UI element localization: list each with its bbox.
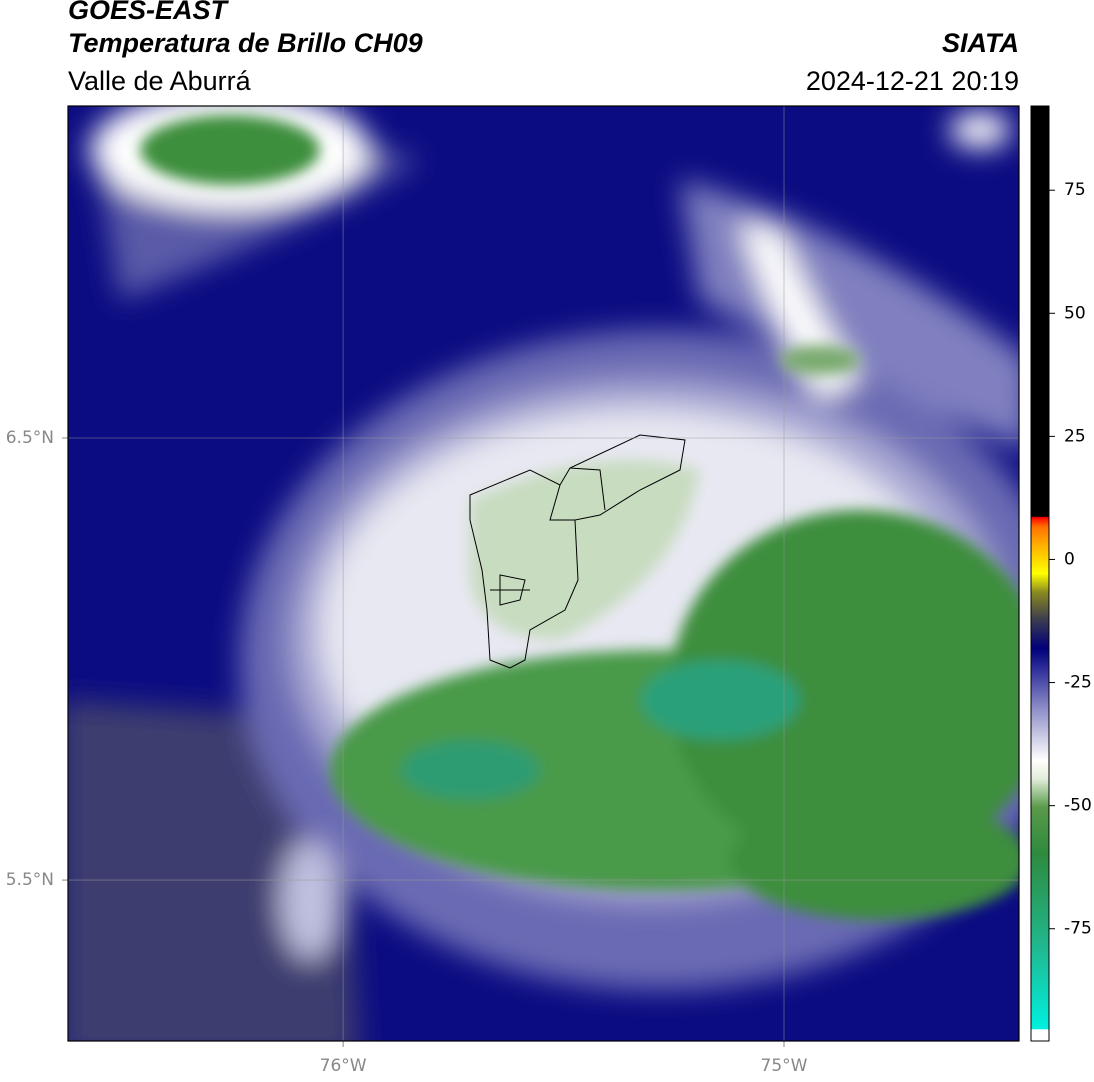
lon-label: 76°W <box>320 1056 367 1076</box>
region: Valle de Aburrá <box>68 66 252 96</box>
colorbar <box>1030 105 1050 1042</box>
colorbar-tick-label: 75 <box>1064 180 1086 200</box>
title: GOES-EAST <box>68 0 230 25</box>
timestamp: 2024-12-21 20:19 <box>806 66 1019 96</box>
colorbar-tick-label: -75 <box>1064 919 1092 939</box>
satellite-image <box>68 106 1019 1041</box>
colorbar-tick-label: -50 <box>1064 796 1092 816</box>
colorbar-tick-label: 0 <box>1064 549 1075 569</box>
subtitle: Temperatura de Brillo CH09 <box>68 28 423 58</box>
lat-label: 5.5°N <box>6 870 54 890</box>
colorbar-tick-label: -25 <box>1064 673 1092 693</box>
lat-label: 6.5°N <box>6 428 54 448</box>
map-frame <box>67 105 1020 1042</box>
colorbar-tick-label: 25 <box>1064 426 1086 446</box>
source: SIATA <box>942 28 1019 58</box>
colorbar-tick-label: 50 <box>1064 303 1086 323</box>
graticule <box>62 106 1019 1047</box>
municipality-outline <box>469 434 686 669</box>
lon-label: 75°W <box>761 1056 808 1076</box>
